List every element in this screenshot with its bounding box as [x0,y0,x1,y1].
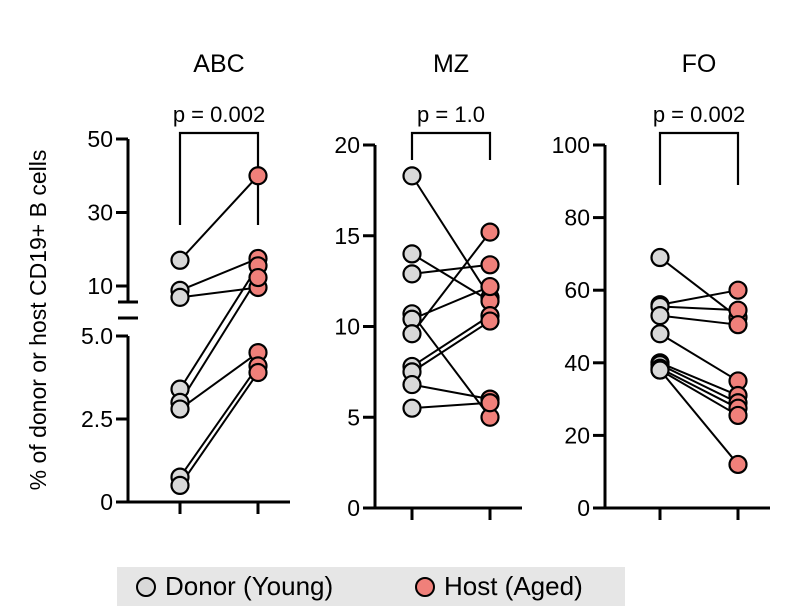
panel-mz: 0 5 10 15 20 MZ p = 1.0 [334,50,522,521]
donor-point [650,306,670,326]
donor-point [402,324,422,344]
pair-line [659,332,739,382]
y-tick-label: 15 [334,223,360,249]
host-point [728,454,748,475]
y-tick-label: 30 [87,200,113,226]
significance-bracket [658,131,740,185]
pair-line [179,265,259,390]
y-tick-label: 0 [100,489,113,515]
pair-line [179,365,259,478]
pair-line [659,256,739,319]
pair-line [411,231,491,335]
host-point [480,276,500,297]
legend-label-donor: Donor (Young) [165,571,334,601]
pair-line [659,289,739,306]
y-tick-label: 5 [347,404,360,430]
y-tick-label: 2.5 [81,406,113,432]
p-value-label: p = 1.0 [417,102,485,127]
pair-line [411,175,491,298]
pair-line [179,175,259,261]
pair-line [411,285,491,321]
y-tick-label: 5.0 [81,323,113,349]
host-point [480,255,500,275]
legend: Donor (Young) Host (Aged) [117,567,625,606]
pair-line [659,369,739,466]
pair-line [659,305,739,312]
pair-line [411,383,491,401]
legend-item-donor: Donor (Young) [136,567,333,606]
pair-line [411,320,491,373]
pair-line [179,371,259,486]
pair-line [411,313,491,418]
y-tick-label: 20 [564,422,590,448]
legend-item-host: Host (Aged) [415,567,583,606]
y-tick-label: 10 [87,273,113,299]
y-tick-label: 20 [334,132,360,158]
p-value-label: p = 0.002 [173,102,265,127]
significance-bracket [410,131,492,160]
pair-line [179,351,259,410]
panel-fo: 0 20 40 60 80 100 FO p = 0.002 [552,50,770,521]
donor-point [402,166,422,186]
legend-label-host: Host (Aged) [444,571,583,601]
pair-line [411,314,491,368]
panel-title: ABC [193,50,244,78]
y-tick-label: 80 [564,205,590,231]
pair-line [179,286,259,299]
donor-point [402,398,422,418]
pair-line [659,369,739,417]
y-tick-label: 100 [552,132,590,158]
y-tick-label: 0 [347,495,360,521]
host-point [480,393,500,413]
legend-marker-host [415,576,435,597]
panels-group: 0 2.5 5.0 10 30 50 ABC p = 0.002 0 5 10 15 20 MZ p = 1… [81,50,770,521]
donor-point [402,374,422,395]
host-point [248,362,268,383]
y-axis-label: % of donor or host CD19+ B cells [25,150,51,491]
pair-line [659,367,739,410]
donor-point [650,247,670,268]
y-tick-label: 0 [577,495,590,521]
figure-svg: % of donor or host CD19+ B cells 0 2.5 5.0… [25,50,770,521]
y-tick-label: 60 [564,277,590,303]
y-tick-label: 40 [564,350,590,376]
donor-point [402,264,422,284]
pair-line [411,263,491,275]
donor-point [650,360,670,380]
significance-bracket [178,131,260,225]
p-value-label: p = 0.002 [653,102,745,127]
donor-point [170,287,190,307]
donor-point [402,244,422,264]
pair-line [659,361,739,397]
panel-title: FO [682,50,717,78]
donor-point [650,324,670,344]
host-point [480,311,500,331]
pair-line [179,277,259,403]
pair-line [179,257,259,292]
panel-title: MZ [433,50,469,78]
host-point [728,280,748,300]
pair-line [659,363,739,404]
y-tick-label: 50 [87,126,113,152]
host-point [480,222,500,242]
host-point [728,405,748,426]
panel-abc: 0 2.5 5.0 10 30 50 ABC p = 0.002 [81,50,290,515]
pair-line [411,401,491,410]
host-point [728,315,748,335]
pair-line [659,314,739,326]
donor-point [170,250,190,270]
pair-line [411,253,491,302]
donor-point [170,399,190,419]
host-point [248,166,268,186]
host-point [248,267,268,288]
donor-point [170,475,190,495]
legend-marker-donor [136,576,156,597]
y-tick-label: 10 [334,314,360,340]
